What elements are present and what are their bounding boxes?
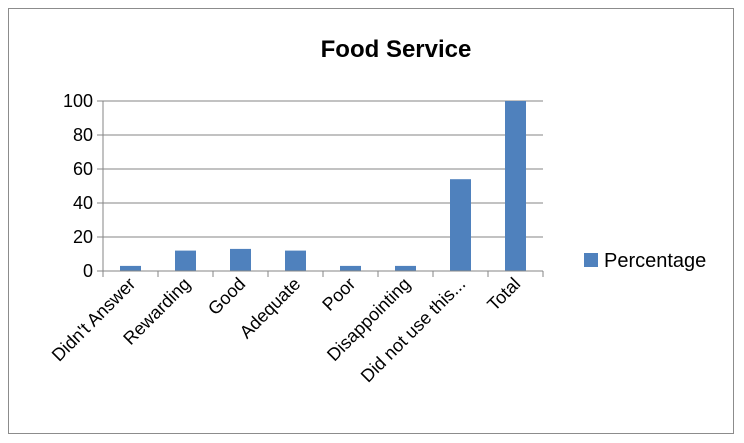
x-category-label: Adequate [236, 274, 305, 343]
x-category-label: Did not use this... [357, 274, 469, 386]
bar-2 [230, 248, 251, 271]
x-category-label: Poor [318, 274, 359, 315]
chart-frame [8, 8, 734, 434]
y-tick-label: 80 [73, 125, 93, 145]
y-tick-label: 60 [73, 159, 93, 179]
bar-3 [285, 250, 306, 271]
legend-label-percentage: Percentage [604, 250, 706, 272]
bars [120, 101, 526, 271]
legend: Percentage [584, 250, 706, 272]
chart-title: Food Service [321, 36, 472, 63]
bar-4 [340, 265, 361, 271]
y-tick-label: 40 [73, 193, 93, 213]
legend-swatch [584, 253, 598, 267]
x-category-label: Total [483, 274, 524, 315]
bar-7 [505, 101, 526, 271]
gridlines [103, 100, 543, 238]
x-category-label: Didn't Answer [48, 274, 140, 366]
y-tick-label: 100 [63, 91, 93, 111]
y-tick-label: 20 [73, 227, 93, 247]
bar-1 [175, 250, 196, 271]
bar-6 [450, 179, 471, 271]
bar-0 [120, 265, 141, 271]
y-tick-label: 0 [83, 261, 93, 281]
y-axis: 0 20 40 60 80 100 [63, 91, 104, 281]
bar-5 [395, 265, 416, 271]
x-category-label: Good [204, 274, 249, 319]
